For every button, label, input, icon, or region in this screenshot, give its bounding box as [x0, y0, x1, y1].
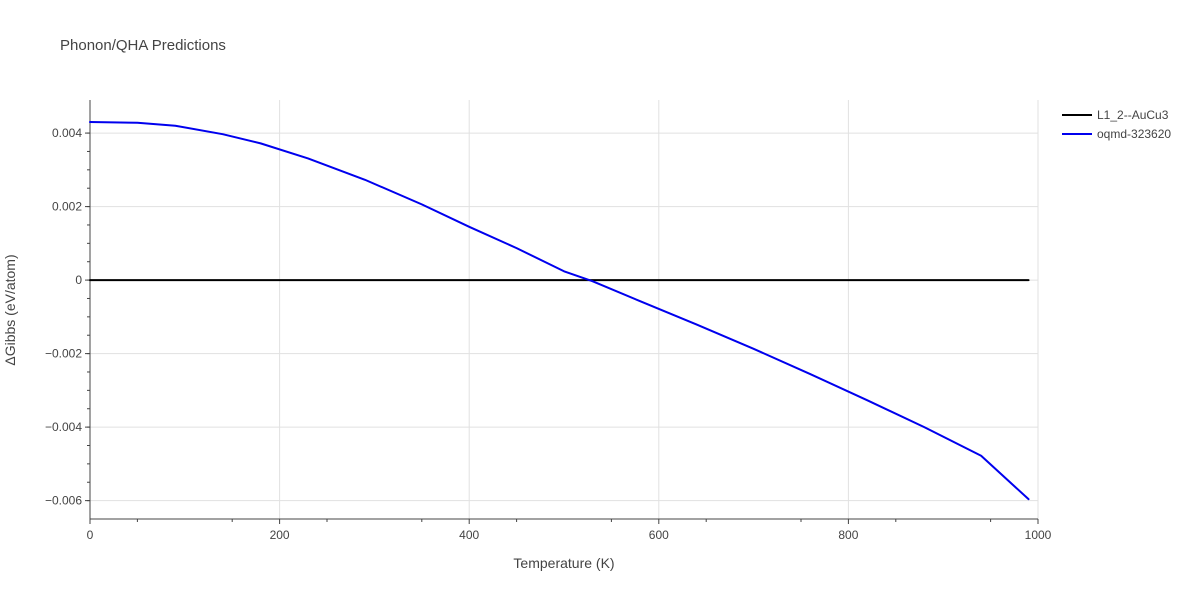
y-tick-label: 0.002	[52, 200, 82, 214]
axes: 0 200 400 600 800 1000 0.004 0.002 0 −0.002 −0.004…	[45, 100, 1052, 542]
x-tick-label: 1000	[1025, 528, 1052, 542]
x-tick-label: 600	[649, 528, 669, 542]
legend-item-2[interactable]: oqmd-323620	[1062, 127, 1171, 141]
y-tick-label: −0.006	[45, 494, 82, 508]
x-tick-label: 400	[459, 528, 479, 542]
x-axis-title: Temperature (K)	[513, 555, 614, 571]
legend-label: oqmd-323620	[1097, 127, 1171, 141]
x-tick-label: 200	[270, 528, 290, 542]
chart-title: Phonon/QHA Predictions	[60, 37, 226, 54]
y-tick-label: 0	[75, 273, 82, 287]
legend-label: L1_2--AuCu3	[1097, 108, 1169, 122]
plot-area	[89, 121, 1030, 501]
legend[interactable]: L1_2--AuCu3 oqmd-323620	[1062, 108, 1171, 141]
grid	[90, 100, 1039, 519]
y-tick-label: −0.002	[45, 347, 82, 361]
x-tick-label: 800	[838, 528, 858, 542]
x-tick-label: 0	[87, 528, 94, 542]
series-line-2	[89, 121, 1030, 501]
y-tick-label: −0.004	[45, 420, 82, 434]
legend-item-1[interactable]: L1_2--AuCu3	[1062, 108, 1169, 122]
y-tick-label: 0.004	[52, 126, 82, 140]
y-axis-title: ΔGibbs (eV/atom)	[2, 254, 18, 365]
